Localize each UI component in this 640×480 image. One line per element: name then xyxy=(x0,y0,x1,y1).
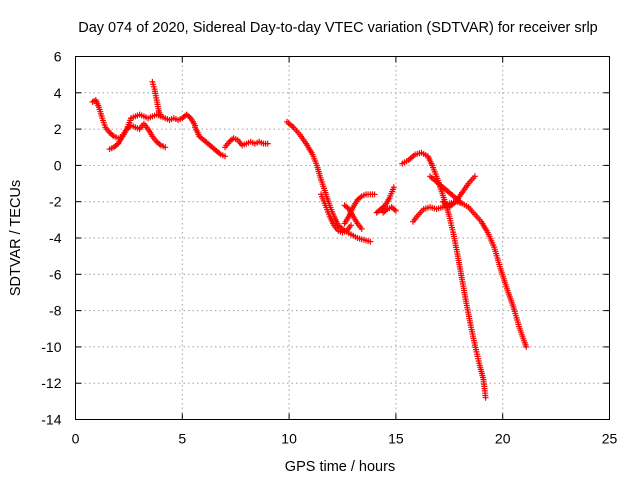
data-point xyxy=(157,113,164,120)
y-axis-label: SDTVAR / TECUs xyxy=(8,180,24,296)
data-point xyxy=(162,144,169,151)
data-point xyxy=(222,153,228,160)
data-series xyxy=(149,78,164,120)
data-series xyxy=(106,120,169,153)
y-tick-label: -10 xyxy=(41,339,61,355)
data-point xyxy=(523,343,530,350)
y-tick-label: 6 xyxy=(54,49,62,65)
data-point xyxy=(392,207,399,214)
x-tick-label: 10 xyxy=(281,431,297,447)
grid-lines xyxy=(75,56,610,420)
data-series xyxy=(284,118,374,245)
data-series xyxy=(318,191,354,236)
x-tick-label: 15 xyxy=(388,431,404,447)
y-tick-label: -12 xyxy=(41,375,61,391)
x-tick-label: 20 xyxy=(495,431,511,447)
y-tick-label: -14 xyxy=(41,412,61,428)
data-series xyxy=(373,184,397,216)
data-series xyxy=(222,135,271,151)
data-point xyxy=(459,200,466,207)
y-tick-label: -8 xyxy=(49,303,62,319)
data-point xyxy=(367,238,374,245)
x-tick-label: 0 xyxy=(72,431,80,447)
chart-title: Day 074 of 2020, Sidereal Day-to-day VTE… xyxy=(78,20,598,36)
data-point xyxy=(390,184,397,191)
data-series xyxy=(410,198,530,350)
x-axis-label: GPS time / hours xyxy=(285,459,395,475)
data-series xyxy=(399,149,489,401)
data-series xyxy=(341,202,365,232)
data-point xyxy=(371,191,378,198)
data-points xyxy=(89,78,530,401)
x-tick-label: 25 xyxy=(602,431,618,447)
data-point xyxy=(471,173,478,180)
axis-ticks: 0 5 10 15 20 25 -14 -12 -10 -8 -6 -4 -2 0 2 4 6 xyxy=(41,49,617,447)
y-tick-label: -4 xyxy=(49,230,62,246)
data-series xyxy=(380,204,399,216)
y-tick-label: -2 xyxy=(49,194,62,210)
data-point xyxy=(264,140,271,147)
data-series xyxy=(128,111,199,129)
data-point xyxy=(348,222,354,229)
x-tick-label: 5 xyxy=(178,431,186,447)
y-tick-label: 0 xyxy=(54,157,62,173)
y-tick-label: 4 xyxy=(54,85,62,101)
y-tick-label: 2 xyxy=(54,121,62,137)
data-point xyxy=(358,225,365,232)
data-series xyxy=(439,173,478,211)
data-series xyxy=(192,124,228,160)
y-tick-label: -6 xyxy=(49,266,62,282)
data-point xyxy=(482,394,489,401)
